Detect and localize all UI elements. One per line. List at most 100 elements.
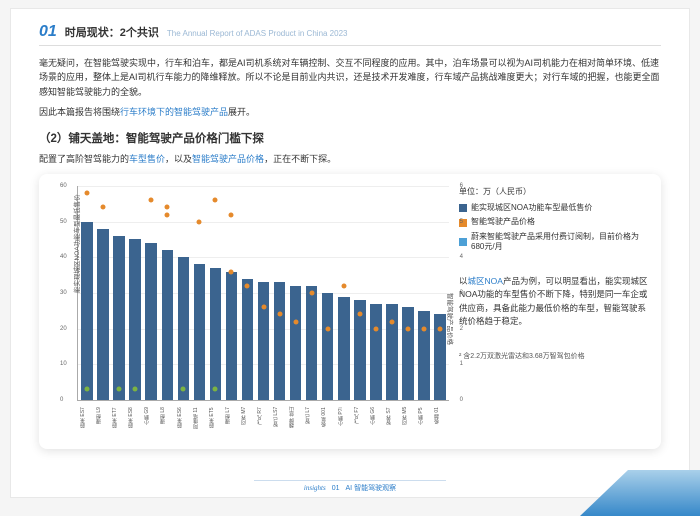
section-intro: 配置了高阶智驾能力的车型售价，以及智能驾驶产品价格，正在不断下探。	[39, 152, 661, 166]
x-label: 蔚来 ES8	[127, 407, 141, 437]
x-label: 智己 L7	[304, 407, 318, 437]
header-subtitle: The Annual Report of ADAS Product in Chi…	[167, 29, 348, 38]
sub-dot	[181, 387, 186, 392]
bar-column	[208, 186, 222, 400]
bar-column	[321, 186, 335, 400]
intro-paragraph: 毫无疑问，在智能驾驶实现中，行车和泊车，都是AI司机系统对车辆控制、交互不同程度…	[39, 56, 661, 99]
bar-column	[128, 186, 142, 400]
price-dot	[101, 205, 106, 210]
price-dot	[261, 305, 266, 310]
x-label: 极氪 001	[320, 407, 334, 437]
bar	[178, 257, 190, 400]
price-dot	[197, 219, 202, 224]
chart-card: 01020304050600123456能实现城区NOA功能车型最低售价智能驾驶…	[39, 174, 661, 449]
bar-column	[305, 186, 319, 400]
price-dot	[373, 326, 378, 331]
x-label: 智己 LS7	[272, 407, 286, 437]
page-footer: insights 01 AI 智能驾驶观察	[11, 480, 689, 493]
bar	[242, 279, 254, 400]
x-label: 问界 M7	[240, 407, 254, 437]
footer-page: 01	[332, 485, 340, 492]
bar-column	[240, 186, 254, 400]
bar-column	[273, 186, 287, 400]
bar-column	[433, 186, 447, 400]
price-dot	[422, 326, 427, 331]
bar-column	[337, 186, 351, 400]
price-dot	[245, 283, 250, 288]
x-label: 问界 M5	[401, 407, 415, 437]
x-label: 极越 01	[433, 407, 447, 437]
x-label: 理想 L8	[159, 407, 173, 437]
x-label: 小鹏 P5	[417, 407, 431, 437]
price-dot	[229, 269, 234, 274]
bar-column	[401, 186, 415, 400]
chart-sidebar: 单位：万（人民币） 能实现城区NOA功能车型最低售价智能驾驶产品价格蔚来智能驾驶…	[459, 186, 649, 437]
section-title: （2）铺天盖地：智能驾驶产品价格门槛下探	[39, 130, 661, 146]
bar-column	[417, 186, 431, 400]
price-dot	[309, 290, 314, 295]
bar	[162, 250, 174, 400]
bar-column	[192, 186, 206, 400]
price-dot	[165, 212, 170, 217]
chart-legend: 能实现城区NOA功能车型最低售价智能驾驶产品价格蔚来智能驾驶产品采用付费订阅制，…	[459, 203, 649, 257]
x-label: 蔚来 ET7	[111, 407, 125, 437]
chart-description: 以城区NOA产品为例，可以明显看出，能实现城区NOA功能的车型售价不断下降，特别…	[459, 275, 649, 329]
page-number: 01	[39, 23, 57, 41]
sub-dot	[117, 387, 122, 392]
bar-column	[289, 186, 303, 400]
x-label: 理想 L9	[95, 407, 109, 437]
bar	[402, 307, 414, 400]
bar-column	[176, 186, 190, 400]
sub-dot	[133, 387, 138, 392]
bar	[113, 236, 125, 400]
bar-column	[353, 186, 367, 400]
bar	[258, 282, 270, 400]
bar-column	[224, 186, 238, 400]
bar-column	[80, 186, 94, 400]
sub-dot	[213, 387, 218, 392]
bar	[129, 239, 141, 400]
x-label: 蔚来 ES7	[79, 407, 93, 437]
x-label: 阿维塔 11	[192, 407, 206, 437]
legend-item: 能实现城区NOA功能车型最低售价	[459, 203, 649, 213]
price-dot	[149, 198, 154, 203]
price-dot	[325, 326, 330, 331]
bar-column	[369, 186, 383, 400]
bar	[418, 311, 430, 400]
bar	[210, 268, 222, 400]
x-label: 蔚来 ET5	[208, 407, 222, 437]
price-dot-high	[85, 191, 90, 196]
price-dot	[405, 326, 410, 331]
x-label: 飞凡 R7	[256, 407, 270, 437]
footer-brand: insights	[304, 484, 326, 492]
bar-column	[144, 186, 158, 400]
bar-column	[257, 186, 271, 400]
highlight-text: 行车环境下的智能驾驶产品	[120, 107, 228, 117]
intro-paragraph-2: 因此本篇报告将围绕行车环境下的智能驾驶产品展开。	[39, 105, 661, 119]
price-dot-high	[213, 198, 218, 203]
price-dot	[389, 319, 394, 324]
legend-swatch	[459, 204, 467, 212]
bar	[322, 293, 334, 400]
bar	[338, 297, 350, 400]
x-label: 飞凡 F7	[353, 407, 367, 437]
bar-column	[160, 186, 174, 400]
bar-column	[112, 186, 126, 400]
chart-unit: 单位：万（人民币）	[459, 186, 649, 197]
x-label: 智界 S7	[385, 407, 399, 437]
x-label: 魏牌 蓝山	[288, 407, 302, 437]
x-label: 小鹏 G9	[143, 407, 157, 437]
legend-item: 智能驾驶产品价格	[459, 217, 649, 227]
header-bar: 01 时局现状：2个共识 The Annual Report of ADAS P…	[39, 23, 661, 46]
price-dot-high	[165, 205, 170, 210]
x-label: 小鹏 P7i	[337, 407, 351, 437]
legend-swatch	[459, 238, 467, 246]
chart-plot-area: 01020304050600123456能实现城区NOA功能车型最低售价智能驾驶…	[51, 186, 449, 437]
bar	[370, 304, 382, 400]
header-title: 时局现状：2个共识	[65, 24, 159, 40]
bar	[81, 222, 93, 400]
chart-footnote: ² 含2.2万双激光雷达和3.68万智驾包价格	[459, 351, 649, 361]
bar	[274, 282, 286, 400]
bar	[306, 286, 318, 400]
price-dot	[277, 312, 282, 317]
